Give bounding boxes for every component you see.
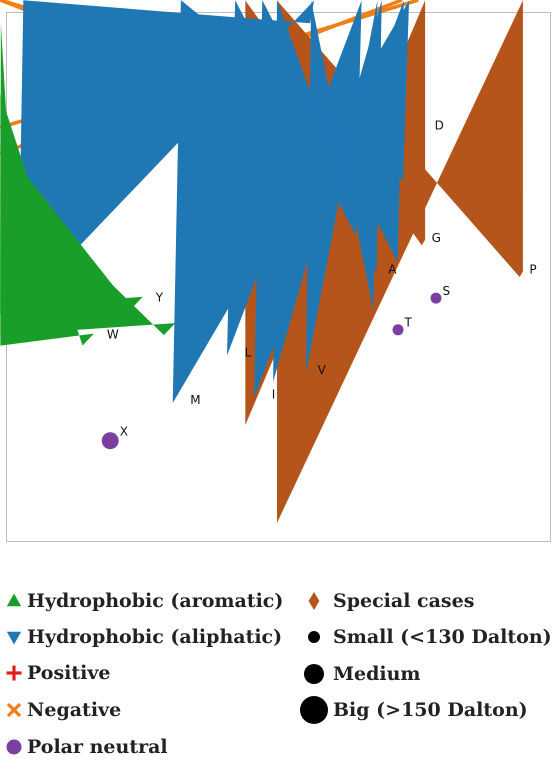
legend-item-positive: Positive <box>4 660 111 686</box>
legend-label: Special cases <box>333 590 475 612</box>
points-layer: KRHNQDEGPASTCYWFLVIMX <box>0 0 537 523</box>
triangle-down-icon <box>4 624 24 650</box>
legend-label: Hydrophobic (aliphatic) <box>27 626 283 648</box>
legend-label: Hydrophobic (aromatic) <box>27 590 284 612</box>
point-label: I <box>272 388 276 402</box>
point-label: M <box>190 393 200 407</box>
legend-item-aliphatic: Hydrophobic (aliphatic) <box>4 624 282 650</box>
legend-item-aromatic: Hydrophobic (aromatic) <box>4 588 283 614</box>
x-icon <box>4 697 24 723</box>
point-label: Y <box>155 291 164 305</box>
point-label: G <box>432 231 441 245</box>
legend-item-negative: Negative <box>4 697 121 723</box>
legend-label: Medium <box>333 663 421 685</box>
legend-item-big: Big (>150 Dalton) <box>297 696 528 724</box>
big-circle-icon <box>297 696 331 724</box>
point-label: X <box>120 425 128 439</box>
legend-item-medium: Medium <box>297 661 421 687</box>
legend-label: Positive <box>27 662 111 684</box>
legend-item-polar: Polar neutral <box>4 734 168 760</box>
point-f <box>0 175 176 336</box>
legend-item-special: Special cases <box>297 588 474 614</box>
point-label: T <box>404 316 413 330</box>
legend-label: Polar neutral <box>27 736 168 758</box>
point-x <box>101 432 119 450</box>
point-label: V <box>318 363 327 377</box>
plus-icon <box>4 660 24 686</box>
medium-circle-icon <box>297 661 331 687</box>
legend-label: Negative <box>27 699 122 721</box>
triangle-up-icon <box>4 588 24 614</box>
legend-label: Small (<130 Dalton) <box>333 626 552 648</box>
diamond-icon <box>297 588 331 614</box>
point-m <box>172 0 410 404</box>
point-s <box>430 292 442 304</box>
point-label: D <box>435 118 444 132</box>
legend-label: Big (>150 Dalton) <box>333 699 528 721</box>
point-label: L <box>245 345 252 359</box>
point-label: W <box>107 327 119 341</box>
legend-item-small: Small (<130 Dalton) <box>297 624 552 650</box>
circle-icon <box>4 734 24 760</box>
point-t <box>392 324 404 336</box>
small-circle-icon <box>297 624 331 650</box>
scatter-plot: KRHNQDEGPASTCYWFLVIMX <box>0 0 551 542</box>
point-v <box>305 0 378 374</box>
point-label: P <box>529 263 536 277</box>
legend: Hydrophobic (aromatic) Hydrophobic (alip… <box>0 585 557 765</box>
point-label: S <box>443 284 451 298</box>
point-label: A <box>388 263 397 277</box>
